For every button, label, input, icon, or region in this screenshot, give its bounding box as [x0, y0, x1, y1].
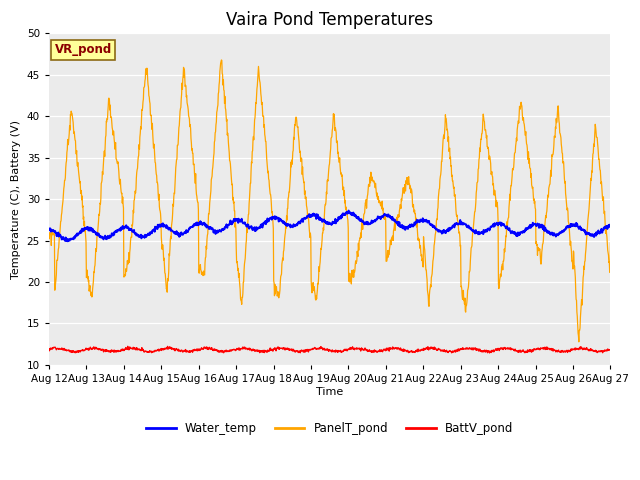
BattV_pond: [417, 347, 425, 353]
BattV_pond: [170, 346, 178, 351]
PanelT_pond: [417, 253, 425, 259]
PanelT_pond: [218, 57, 225, 63]
Water_temp: [45, 226, 52, 232]
PanelT_pond: [540, 226, 548, 232]
Line: Water_temp: Water_temp: [49, 211, 611, 241]
Water_temp: [233, 218, 241, 224]
BattV_pond: [607, 347, 614, 352]
BattV_pond: [233, 346, 241, 351]
PanelT_pond: [156, 208, 164, 214]
Water_temp: [170, 230, 178, 236]
Water_temp: [345, 208, 353, 214]
PanelT_pond: [575, 339, 582, 345]
Water_temp: [607, 222, 614, 228]
BattV_pond: [157, 346, 164, 352]
BattV_pond: [491, 347, 499, 353]
X-axis label: Time: Time: [316, 386, 343, 396]
PanelT_pond: [233, 259, 241, 264]
Y-axis label: Temperature (C), Battery (V): Temperature (C), Battery (V): [11, 120, 21, 278]
PanelT_pond: [45, 232, 52, 238]
Line: BattV_pond: BattV_pond: [49, 347, 611, 353]
PanelT_pond: [170, 194, 178, 200]
BattV_pond: [124, 344, 132, 349]
Water_temp: [491, 223, 499, 228]
PanelT_pond: [491, 187, 499, 193]
PanelT_pond: [607, 240, 614, 246]
Line: PanelT_pond: PanelT_pond: [49, 60, 611, 342]
Title: Vaira Pond Temperatures: Vaira Pond Temperatures: [226, 11, 433, 29]
BattV_pond: [486, 350, 493, 356]
Legend: Water_temp, PanelT_pond, BattV_pond: Water_temp, PanelT_pond, BattV_pond: [141, 417, 518, 440]
BattV_pond: [541, 345, 548, 351]
Water_temp: [418, 217, 426, 223]
Water_temp: [157, 224, 164, 229]
Water_temp: [64, 239, 72, 244]
BattV_pond: [45, 347, 52, 353]
Text: VR_pond: VR_pond: [54, 43, 112, 56]
Water_temp: [541, 228, 548, 234]
